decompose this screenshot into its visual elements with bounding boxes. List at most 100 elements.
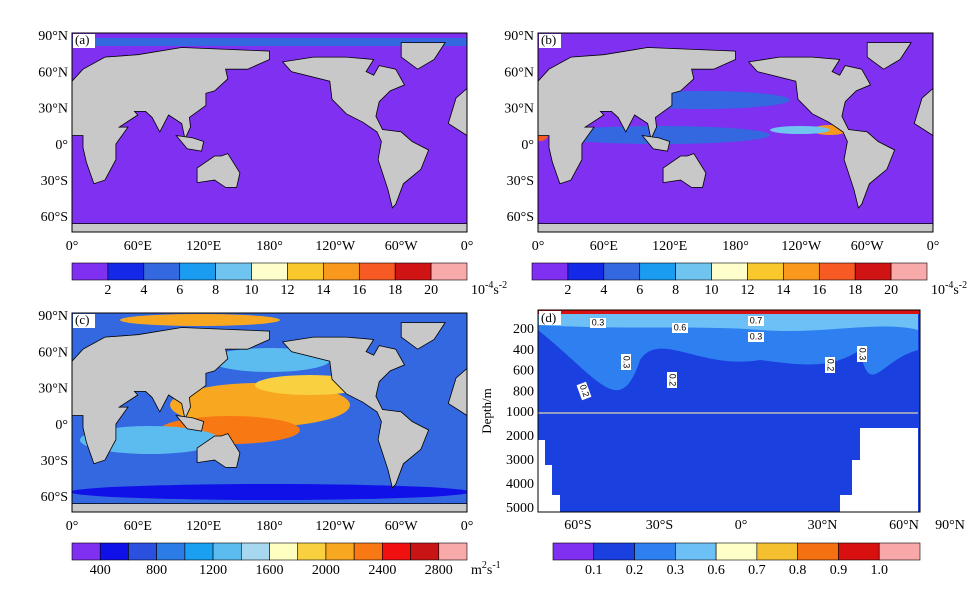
land xyxy=(538,223,933,232)
y-tick-label: 800 xyxy=(513,384,534,399)
colorbar-tick-label: 1200 xyxy=(199,563,227,578)
x-tick-label: 0° xyxy=(735,518,748,533)
contour-label: 0.3 xyxy=(750,331,763,341)
x-tick-label: 120°E xyxy=(186,519,221,534)
colorbar-tick-label: 10 xyxy=(705,283,719,298)
y-tick-label: 60°S xyxy=(41,490,68,505)
land xyxy=(196,433,241,468)
color-swatch xyxy=(71,542,101,561)
color-swatch xyxy=(269,542,299,561)
color-swatch xyxy=(71,262,109,281)
color-swatch xyxy=(99,542,129,561)
unit-base: s xyxy=(487,563,492,578)
colorbar-tick-label: 16 xyxy=(812,283,826,298)
map-panel: (b) 90°N 60°N 30°N 0° 30°S 60°S 0° 60°E 120°E 180°… xyxy=(504,29,939,254)
land xyxy=(913,87,933,136)
colorbar-tick-label: 2800 xyxy=(425,563,453,578)
frame xyxy=(537,309,921,513)
coastal-band xyxy=(72,38,467,46)
upper-layer xyxy=(538,310,918,391)
contour-label: 0.2 xyxy=(826,359,836,372)
top-layer xyxy=(538,310,918,332)
field-patch xyxy=(770,126,830,134)
color-swatch xyxy=(179,262,216,281)
land xyxy=(641,134,671,152)
contour-label: 0.2 xyxy=(668,374,678,387)
contour-label: 0.2 xyxy=(578,383,592,398)
y-tick-label: 60°N xyxy=(38,65,68,80)
colorbar-unit: 10-4s-2 xyxy=(931,280,967,298)
y-tick-label: 30°S xyxy=(41,174,68,189)
contour-label: 0.3 xyxy=(592,317,605,327)
x-tick-label: 120°E xyxy=(186,239,221,254)
panel-label: (b) xyxy=(541,32,556,47)
colorbar-tick-label: 0.6 xyxy=(707,563,725,578)
land xyxy=(538,47,736,185)
land xyxy=(866,42,912,70)
y-tick-label: 0° xyxy=(55,418,68,433)
y-tick-label: 600 xyxy=(513,364,534,379)
frame xyxy=(71,32,468,233)
panel-label: (d) xyxy=(541,310,556,325)
x-tick-label: 180° xyxy=(722,239,749,254)
field-patch xyxy=(120,314,280,326)
frame xyxy=(537,32,934,233)
color-swatch xyxy=(567,262,605,281)
y-tick-label: 90°N xyxy=(38,309,68,324)
map-area xyxy=(538,33,933,232)
y-tick-label: 4000 xyxy=(506,477,534,492)
x-tick-label: 60°W xyxy=(385,239,419,254)
color-swatch xyxy=(382,542,411,561)
x-tick-label: 0° xyxy=(461,519,474,534)
color-swatch xyxy=(212,542,242,561)
land xyxy=(175,134,205,152)
contour-label-bg xyxy=(667,372,677,388)
contour-label-bg xyxy=(857,346,867,362)
y-tick-label: 30°S xyxy=(41,454,68,469)
color-swatch xyxy=(711,262,748,281)
colorbar-tick-label: 2000 xyxy=(312,563,340,578)
color-swatch xyxy=(818,262,856,281)
color-swatch xyxy=(394,262,432,281)
y-tick-label: 60°S xyxy=(507,210,534,225)
color-swatch xyxy=(215,262,252,281)
x-tick-label: 30°N xyxy=(808,518,838,533)
field-patch xyxy=(550,126,770,144)
colorbar-tick-label: 400 xyxy=(90,563,111,578)
color-swatch xyxy=(675,542,717,561)
y-tick-label: 3000 xyxy=(506,453,534,468)
label-bg xyxy=(539,311,561,325)
colorbar: 400 800 1200 1600 2000 2400 2800 m2s-1 xyxy=(71,542,501,578)
colorbar-tick-label: 1.0 xyxy=(870,563,888,578)
colorbar-unit: 10-4s-2 xyxy=(471,280,507,298)
color-swatch xyxy=(634,542,676,561)
unit-base: m xyxy=(471,563,482,578)
panel-label: (c) xyxy=(75,312,89,327)
contour-label-bg xyxy=(576,381,592,401)
map-panel: (c) 90°N 60°N 30°N 0° 30°S 60°S 0° 60°E 120°E 180°… xyxy=(38,309,473,534)
color-swatch xyxy=(675,262,712,281)
contour-label-bg xyxy=(748,332,764,342)
colorbar-tick-label: 20 xyxy=(884,283,898,298)
y-tick-label: 2000 xyxy=(506,429,534,444)
colorbar-tick-label: 18 xyxy=(388,283,402,298)
land xyxy=(747,56,896,209)
colorbar-tick-label: 12 xyxy=(740,283,754,298)
contour-label-bg xyxy=(672,323,688,333)
unit-exponent: -1 xyxy=(492,560,500,571)
color-swatch xyxy=(890,262,928,281)
colorbar-tick-label: 0.8 xyxy=(789,563,807,578)
unit-base: s xyxy=(953,283,958,298)
y-tick-label: 200 xyxy=(513,322,534,337)
contour-label: 0.7 xyxy=(750,315,763,325)
land xyxy=(72,327,270,465)
color-swatch xyxy=(430,262,468,281)
color-swatch xyxy=(854,262,892,281)
colorbar-tick-label: 8 xyxy=(672,283,679,298)
contour-label-bg xyxy=(825,357,835,373)
color-swatch xyxy=(323,262,360,281)
y-tick-label: 30°S xyxy=(507,174,534,189)
y-tick-label: 0° xyxy=(521,138,534,153)
